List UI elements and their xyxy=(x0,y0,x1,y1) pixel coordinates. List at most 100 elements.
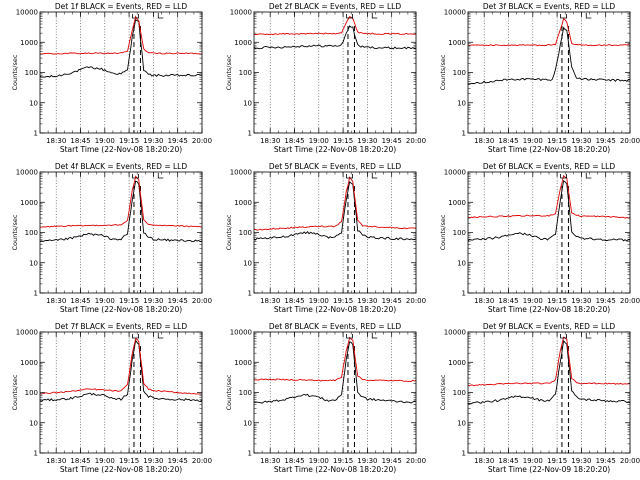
x-tick-label: 18:30 xyxy=(474,297,494,305)
plot-frame xyxy=(39,171,203,294)
y-axis-label: Counts/sec xyxy=(439,54,447,90)
x-tick-label: 20:00 xyxy=(192,137,212,145)
y-tick-label: 10000 xyxy=(16,169,38,177)
panel-det-9: Det 9f BLACK = Events, RED = LLD 1 10 100 10… xyxy=(439,322,640,474)
x-tick-label: 20:00 xyxy=(406,457,426,465)
lld-series-line xyxy=(468,17,630,47)
flare-marker-glyph xyxy=(560,174,567,179)
flare-marker-glyph xyxy=(560,14,567,19)
y-axis-label: Counts/sec xyxy=(225,54,233,90)
x-tick-label: 18:30 xyxy=(260,137,280,145)
events-series-line xyxy=(254,25,416,50)
x-tick-label: 18:30 xyxy=(260,457,280,465)
plot-frame xyxy=(39,11,203,134)
y-tick-label: 1 xyxy=(462,450,466,458)
attenuator-marker-glyph xyxy=(371,173,378,179)
attenuator-marker-glyph xyxy=(157,333,164,339)
y-tick-label: 10 xyxy=(29,259,38,267)
x-axis-label: Start Time (22-Nov-08 18:20:20) xyxy=(274,145,396,154)
y-tick-label: 10 xyxy=(243,259,252,267)
x-tick-label: 18:45 xyxy=(498,297,518,305)
events-series-line xyxy=(40,180,202,243)
y-tick-label: 1000 xyxy=(234,359,252,367)
events-series-line xyxy=(40,18,202,78)
flare-marker-glyph xyxy=(132,174,139,179)
flare-marker-glyph xyxy=(132,14,139,19)
attenuator-marker-glyph xyxy=(585,333,592,339)
x-tick-label: 19:00 xyxy=(95,137,115,145)
y-tick-label: 1 xyxy=(248,130,252,138)
lld-series-line xyxy=(40,338,202,395)
y-tick-label: 1000 xyxy=(20,199,38,207)
panel-title: Det 5f BLACK = Events, RED = LLD xyxy=(269,162,402,171)
events-series-line xyxy=(40,339,202,402)
y-axis-label: Counts/sec xyxy=(11,214,19,250)
y-tick-label: 1 xyxy=(248,290,252,298)
x-tick-label: 18:45 xyxy=(70,137,90,145)
y-tick-label: 10 xyxy=(243,419,252,427)
y-tick-label: 100 xyxy=(453,389,466,397)
events-series-line xyxy=(468,339,630,405)
lld-series-line xyxy=(254,176,416,231)
panel-title: Det 1f BLACK = Events, RED = LLD xyxy=(55,2,188,11)
y-tick-label: 10000 xyxy=(444,169,466,177)
y-axis-label: Counts/sec xyxy=(439,214,447,250)
x-tick-label: 19:00 xyxy=(523,457,543,465)
panel-det-1: Det 1f BLACK = Events, RED = LLD 1 10 100 10… xyxy=(11,2,212,154)
x-tick-label: 19:30 xyxy=(571,137,591,145)
flare-marker-glyph xyxy=(560,334,567,339)
x-tick-label: 19:15 xyxy=(119,137,139,145)
x-tick-label: 19:45 xyxy=(168,137,188,145)
y-tick-label: 1000 xyxy=(448,39,466,47)
x-axis-label: Start Time (22-Nov-08 18:20:20) xyxy=(488,305,610,314)
panel-title: Det 9f BLACK = Events, RED = LLD xyxy=(483,322,616,331)
y-tick-label: 100 xyxy=(239,389,252,397)
x-tick-label: 18:45 xyxy=(498,457,518,465)
y-tick-label: 10 xyxy=(457,259,466,267)
y-tick-label: 1 xyxy=(34,450,38,458)
x-tick-label: 19:45 xyxy=(596,297,616,305)
x-axis-label: Start Time (22-Nov-08 18:20:20) xyxy=(274,305,396,314)
y-tick-label: 10000 xyxy=(16,9,38,17)
y-tick-label: 10000 xyxy=(230,169,252,177)
flare-marker-glyph xyxy=(346,334,353,339)
x-tick-label: 19:00 xyxy=(309,457,329,465)
x-axis-label: Start Time (22-Nov-08 18:20:20) xyxy=(60,145,182,154)
x-axis-label: Start Time (22-Nov-09 18:20:20) xyxy=(488,465,610,474)
y-tick-label: 1 xyxy=(34,290,38,298)
y-tick-label: 10000 xyxy=(16,329,38,337)
x-axis-label: Start Time (22-Nov-08 18:20:20) xyxy=(488,145,610,154)
x-tick-label: 19:30 xyxy=(571,297,591,305)
flare-marker-glyph xyxy=(346,14,353,19)
x-axis-label: Start Time (22-Nov-08 18:20:20) xyxy=(60,465,182,474)
panel-det-2: Det 2f BLACK = Events, RED = LLD 1 10 100 10… xyxy=(225,2,426,154)
x-tick-label: 18:45 xyxy=(70,457,90,465)
y-tick-label: 100 xyxy=(453,229,466,237)
panel-det-5: Det 5f BLACK = Events, RED = LLD 1 10 100 10… xyxy=(225,162,426,314)
panel-title: Det 7f BLACK = Events, RED = LLD xyxy=(55,322,188,331)
x-tick-label: 18:30 xyxy=(474,137,494,145)
panel-det-3: Det 3f BLACK = Events, RED = LLD 1 10 100 10… xyxy=(439,2,640,154)
lld-series-line xyxy=(468,174,630,219)
panel-det-7: Det 7f BLACK = Events, RED = LLD 1 10 100 10… xyxy=(11,322,212,474)
x-tick-label: 19:15 xyxy=(119,457,139,465)
y-tick-label: 10 xyxy=(243,99,252,107)
x-tick-label: 20:00 xyxy=(192,297,212,305)
panel-title: Det 2f BLACK = Events, RED = LLD xyxy=(269,2,402,11)
x-tick-label: 19:30 xyxy=(357,457,377,465)
plot-frame xyxy=(467,171,631,294)
x-tick-label: 19:00 xyxy=(523,297,543,305)
x-tick-label: 19:15 xyxy=(547,137,567,145)
events-series-line xyxy=(468,179,630,242)
attenuator-marker-glyph xyxy=(157,173,164,179)
x-tick-label: 18:45 xyxy=(284,137,304,145)
attenuator-marker-glyph xyxy=(585,173,592,179)
y-tick-label: 1000 xyxy=(234,199,252,207)
lld-series-line xyxy=(254,16,416,36)
events-series-line xyxy=(254,341,416,404)
attenuator-marker-glyph xyxy=(585,13,592,19)
x-tick-label: 19:00 xyxy=(309,297,329,305)
x-tick-label: 19:45 xyxy=(382,297,402,305)
x-tick-label: 18:30 xyxy=(46,137,66,145)
